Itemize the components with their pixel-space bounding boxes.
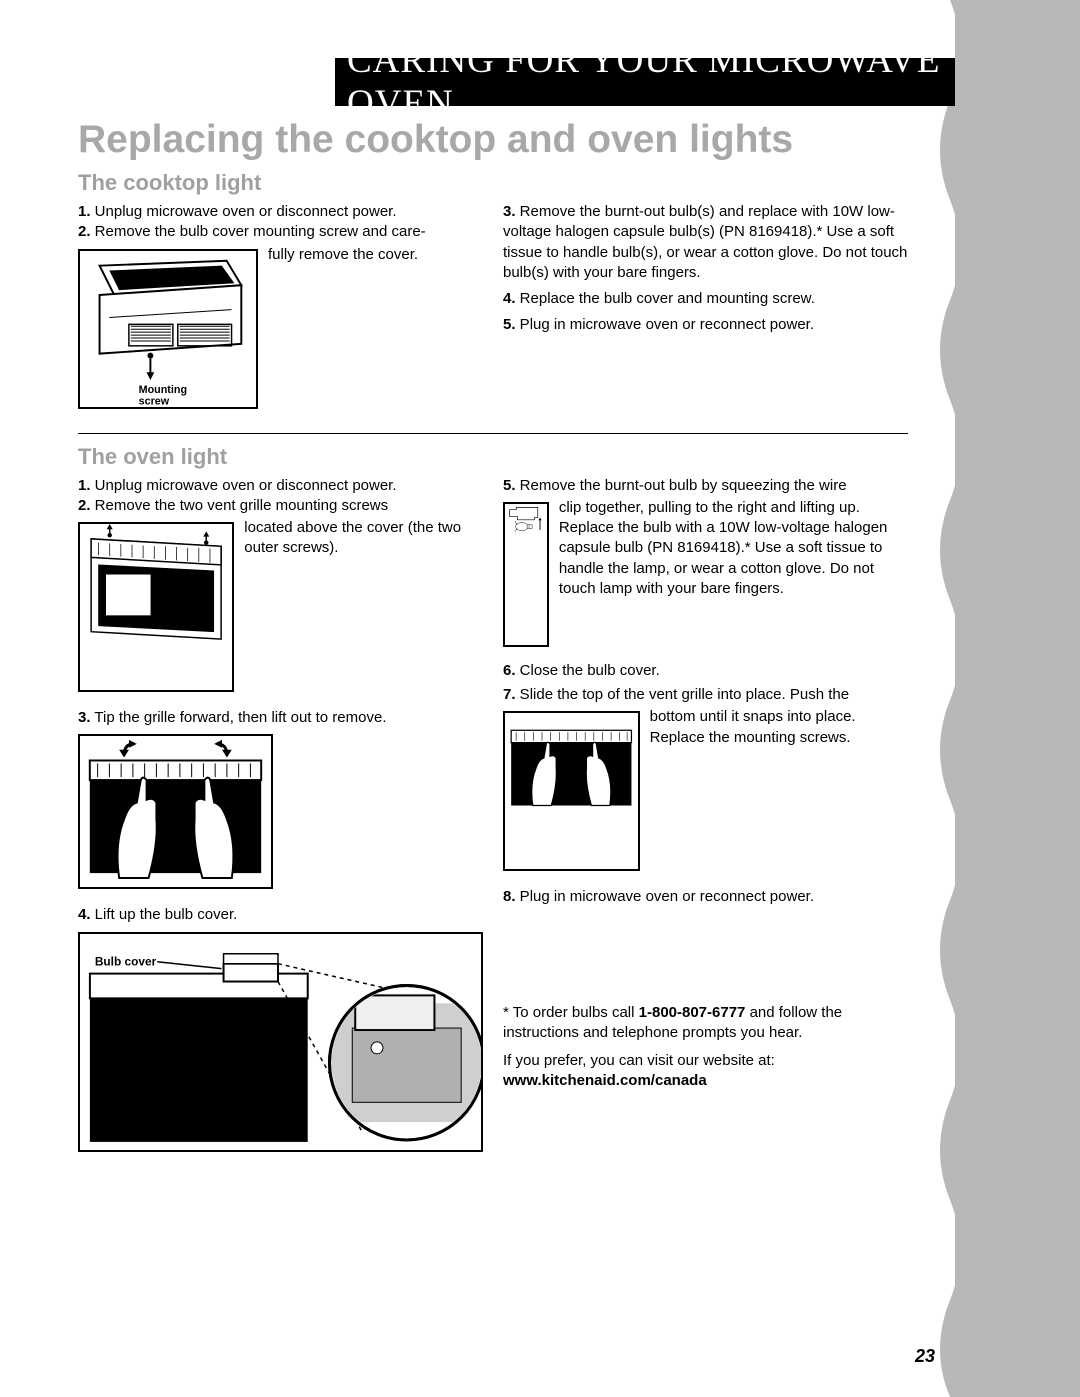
step-num: 7. <box>503 686 516 703</box>
step-num: 8. <box>503 888 516 905</box>
step-num: 1. <box>78 477 91 494</box>
step-text: fully remove the cover. <box>268 243 418 415</box>
step-num: 5. <box>503 316 516 333</box>
side-band <box>955 0 1080 1397</box>
section-header-bar: CARING FOR YOUR MICROWAVE OVEN <box>335 58 955 106</box>
step-text: Tip the grille forward, then lift out to… <box>91 709 387 726</box>
grille-removal-diagram <box>78 734 273 889</box>
grille-replace-diagram <box>503 711 640 871</box>
step-num: 2. <box>78 497 91 514</box>
page-title: Replacing the cooktop and oven lights <box>78 118 793 162</box>
step-text: located above the cover (the two outer s… <box>244 516 483 698</box>
step-text: Remove the bulb cover mounting screw and… <box>91 223 426 240</box>
step-text: Slide the top of the vent grille into pl… <box>516 686 850 703</box>
section-divider <box>78 433 908 434</box>
step-text: Plug in microwave oven or reconnect powe… <box>516 316 814 333</box>
cooktop-diagram: Mounting screw <box>78 249 258 409</box>
cooktop-col-right: 3. Remove the burnt-out bulb(s) and repl… <box>503 202 908 415</box>
oven-col-left: 1. Unplug microwave oven or disconnect p… <box>78 476 483 1158</box>
content-area: The cooktop light 1. Unplug microwave ov… <box>78 170 908 1158</box>
step-text: Remove the burnt-out bulb by squeezing t… <box>516 477 847 494</box>
step-text: Remove the two vent grille mounting scre… <box>91 497 389 514</box>
grille-diagram <box>78 522 234 692</box>
oven-heading: The oven light <box>78 444 908 470</box>
step-num: 3. <box>503 203 516 220</box>
step-text: Replace the bulb cover and mounting scre… <box>516 290 815 307</box>
step-num: 4. <box>503 290 516 307</box>
oven-columns: 1. Unplug microwave oven or disconnect p… <box>78 476 908 1158</box>
step-text: Close the bulb cover. <box>516 662 660 679</box>
manual-page: CARING FOR YOUR MICROWAVE OVEN Replacing… <box>0 0 1080 1397</box>
step-text: clip together, pulling to the right and … <box>559 496 908 653</box>
svg-text:Bulb cover: Bulb cover <box>95 954 157 968</box>
section-header-text: CARING FOR YOUR MICROWAVE OVEN <box>347 39 955 125</box>
page-number: 23 <box>915 1346 935 1367</box>
wavy-edge <box>930 0 970 1397</box>
footnote-order: * To order bulbs call 1-800-807-6777 and… <box>503 1003 908 1044</box>
step-num: 2. <box>78 223 91 240</box>
step-text: bottom until it snaps into place. Replac… <box>650 705 908 877</box>
step-num: 3. <box>78 709 91 726</box>
step-num: 4. <box>78 906 91 923</box>
cooktop-columns: 1. Unplug microwave oven or disconnect p… <box>78 202 908 415</box>
cooktop-col-left: 1. Unplug microwave oven or disconnect p… <box>78 202 483 415</box>
bulb-cover-diagram: Bulb cover <box>78 932 483 1152</box>
svg-text:Mounting: Mounting <box>139 383 187 395</box>
step-num: 5. <box>503 477 516 494</box>
bulb-clip-diagram <box>503 502 549 647</box>
step-num: 6. <box>503 662 516 679</box>
step-num: 1. <box>78 203 91 220</box>
step-text: Unplug microwave oven or disconnect powe… <box>91 203 397 220</box>
step-text: Unplug microwave oven or disconnect powe… <box>91 477 397 494</box>
step-text: Remove the burnt-out bulb(s) and replace… <box>503 203 907 281</box>
footnote-web: If you prefer, you can visit our website… <box>503 1051 908 1092</box>
svg-text:screw: screw <box>139 395 170 407</box>
step-text: Plug in microwave oven or reconnect powe… <box>516 888 814 905</box>
oven-col-right: 5. Remove the burnt-out bulb by squeezin… <box>503 476 908 1158</box>
cooktop-heading: The cooktop light <box>78 170 908 196</box>
step-text: Lift up the bulb cover. <box>91 906 238 923</box>
